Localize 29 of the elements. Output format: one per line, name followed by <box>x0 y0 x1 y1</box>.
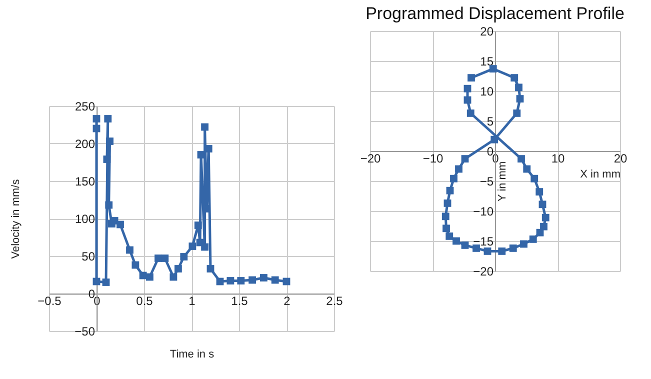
x-tick-label: 20 <box>614 152 628 166</box>
y-tick-label: −15 <box>473 234 494 248</box>
y-tick-label: 250 <box>74 100 96 114</box>
y-tick-label: 50 <box>82 250 96 264</box>
x-tick-label: 1 <box>188 294 196 308</box>
y-tick-label: 20 <box>480 24 494 38</box>
x-tick-label: 2.5 <box>326 294 344 308</box>
y-axis-title: Y in mm <box>496 161 508 202</box>
x-tick-label: −10 <box>422 152 444 166</box>
x-tick-label: 0.5 <box>136 294 154 308</box>
y-tick-label: 100 <box>74 212 96 226</box>
y-axis-title: Velocity in mm/s <box>10 178 22 259</box>
x-tick-label: 2 <box>284 294 291 308</box>
y-tick-label: 15 <box>480 54 494 68</box>
chart-title: Programmed Displacement Profile <box>366 4 624 23</box>
x-tick-label: −0.5 <box>38 294 62 308</box>
y-tick-label: 5 <box>486 114 494 128</box>
y-tick-label: 10 <box>480 84 494 98</box>
y-tick-label: 200 <box>74 137 96 151</box>
y-tick-label: −5 <box>480 174 494 188</box>
y-tick-label: −10 <box>473 204 494 218</box>
x-tick-label: 10 <box>551 152 565 166</box>
x-tick-label: 1.5 <box>231 294 248 308</box>
y-tick-label: −50 <box>74 324 96 338</box>
y-tick-label: 150 <box>74 174 96 188</box>
x-axis-title: Time in s <box>170 348 215 360</box>
y-tick-label: −20 <box>473 264 494 278</box>
x-axis-title: X in mm <box>580 168 620 180</box>
x-tick-label: −20 <box>360 152 381 166</box>
